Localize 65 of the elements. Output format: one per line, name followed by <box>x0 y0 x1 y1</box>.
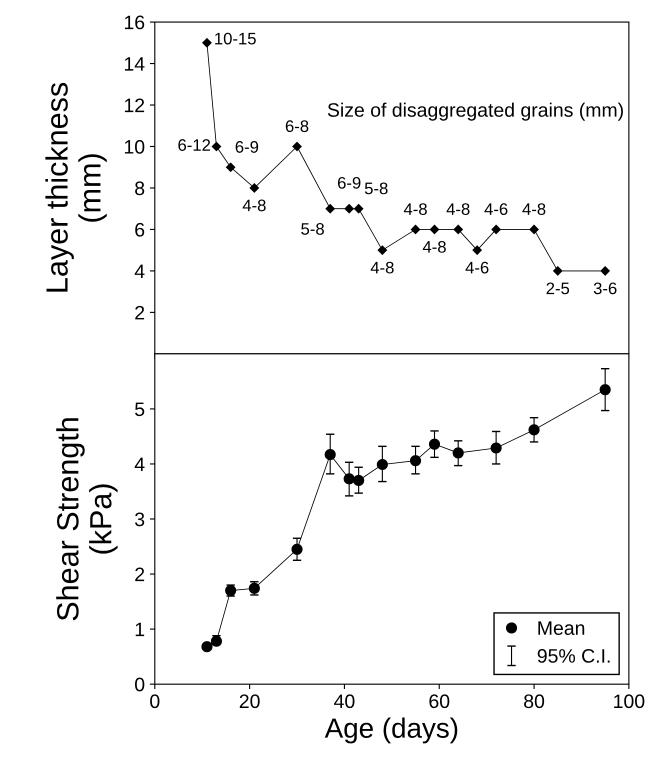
data-label: 4-8 <box>242 200 266 212</box>
x-tick-label: 0 <box>150 694 160 708</box>
data-label: 5-8 <box>301 223 324 235</box>
data-label: 4-8 <box>422 240 446 253</box>
data-label: 6-8 <box>286 120 308 132</box>
point <box>326 204 335 214</box>
point <box>354 204 364 214</box>
x-tick-label: 60 <box>429 694 450 708</box>
data-label: 2-5 <box>546 282 570 294</box>
point <box>492 224 501 234</box>
data-label: 4-6 <box>484 203 508 216</box>
data-label: 3-6 <box>594 282 616 294</box>
y-tick-label: 2 <box>135 568 144 582</box>
y-axis-title: Shear Strength (kPa) <box>56 418 118 620</box>
data-label: 6-12 <box>178 139 210 151</box>
point <box>292 142 302 152</box>
point <box>430 224 440 234</box>
point <box>528 424 540 436</box>
point <box>600 266 610 276</box>
data-label: 4-8 <box>446 203 470 216</box>
point <box>410 455 422 466</box>
point <box>291 544 303 555</box>
y-tick-label: 2 <box>135 306 144 320</box>
data-label: 5-8 <box>364 182 388 194</box>
point <box>202 38 212 48</box>
x-tick-label: 80 <box>524 694 544 708</box>
point <box>529 224 539 234</box>
data-label: 4-8 <box>522 203 546 216</box>
data-label: 4-8 <box>404 203 427 216</box>
point <box>454 224 463 234</box>
data-label: 6-9 <box>236 141 258 153</box>
data-label: 4-6 <box>466 262 488 274</box>
data-label: 6-9 <box>338 176 360 189</box>
y-tick-label: 1 <box>136 622 144 636</box>
point <box>553 266 562 276</box>
y-tick-label: 16 <box>124 16 144 30</box>
y-tick-label: 10 <box>124 140 144 154</box>
point <box>212 142 222 152</box>
x-axis-title: Age (days) <box>324 718 458 744</box>
legend-label: Mean <box>538 621 584 635</box>
point <box>378 246 387 255</box>
y-tick-label: 6 <box>135 222 144 237</box>
point <box>250 183 259 193</box>
point <box>344 204 354 214</box>
data-label: 4-8 <box>370 262 394 274</box>
y-tick-label: 5 <box>135 402 144 416</box>
x-tick-label: 20 <box>240 694 260 708</box>
point <box>472 246 482 255</box>
point <box>226 162 236 172</box>
y-tick-label: 3 <box>135 512 144 526</box>
annotation: 95% C.I. <box>538 649 610 663</box>
point <box>600 384 611 396</box>
data-label: 10-15 <box>215 32 256 44</box>
x-tick-label: 100 <box>614 694 644 708</box>
y-tick-label: 14 <box>124 57 145 71</box>
point <box>410 224 420 234</box>
y-axis-title: Layer thickness (mm) <box>45 82 107 292</box>
annotation: Size of disaggregated grains (mm) <box>328 102 623 121</box>
y-tick-label: 4 <box>134 264 145 278</box>
y-tick-label: 8 <box>135 181 144 196</box>
point <box>353 474 364 486</box>
y-tick-label: 4 <box>134 458 145 471</box>
y-tick-label: 12 <box>124 98 144 112</box>
y-tick-label: 0 <box>135 678 144 692</box>
x-tick-label: 40 <box>334 694 354 708</box>
